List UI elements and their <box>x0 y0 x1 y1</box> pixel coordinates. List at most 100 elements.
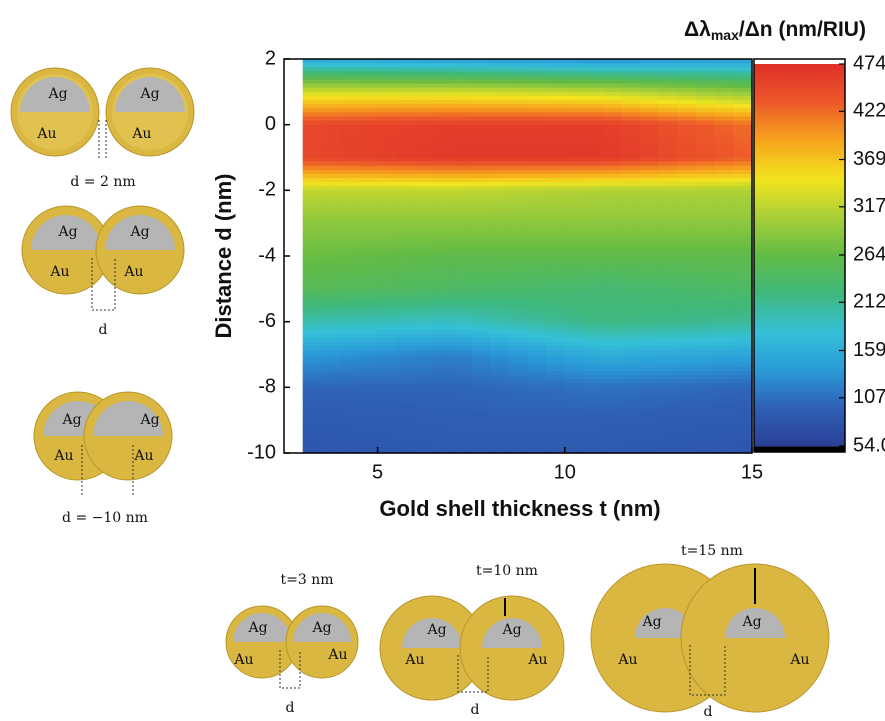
contour-cell <box>396 305 416 310</box>
contour-cell <box>396 71 416 77</box>
contour-cell <box>396 95 416 101</box>
contour-cell <box>733 436 753 442</box>
contour-cell <box>733 108 753 113</box>
contour-cell <box>358 411 379 417</box>
plot: 51015-10-8-6-4-20254.0107159212264317369… <box>247 47 885 483</box>
contour-cell <box>602 411 622 417</box>
contour-cell <box>564 247 585 253</box>
contour-cell <box>415 210 435 216</box>
contour-cell <box>415 104 435 109</box>
contour-cell <box>733 128 753 134</box>
contour-cell <box>340 448 360 454</box>
contour-cell <box>583 416 603 421</box>
contour-cell <box>471 165 491 171</box>
contour-cell <box>583 219 603 224</box>
contour-cell <box>527 194 547 200</box>
contour-cell <box>602 403 622 409</box>
contour-cell <box>377 186 397 191</box>
contour-cell <box>602 219 622 224</box>
contour-cell <box>377 243 397 249</box>
contour-cell <box>396 407 416 413</box>
colorbar-segment <box>754 407 845 412</box>
contour-cell <box>302 153 323 159</box>
contour-cell <box>639 432 659 438</box>
contour-cell <box>639 190 659 196</box>
contour-cell <box>527 198 547 204</box>
contour-cell <box>471 169 491 175</box>
contour-cell <box>564 411 585 417</box>
colorbar-segment <box>754 210 845 215</box>
contour-cell <box>433 239 454 245</box>
contour-cell <box>695 173 716 179</box>
contour-cell <box>602 424 622 429</box>
contour-cell <box>714 153 734 159</box>
contour-cell <box>358 362 379 368</box>
contour-cell <box>583 128 603 134</box>
contour-cell <box>639 342 659 347</box>
contour-cell <box>358 383 379 388</box>
contour-cell <box>583 178 603 183</box>
contour-cell <box>415 416 435 421</box>
contour-cell <box>714 235 734 241</box>
contour-cell <box>620 124 641 130</box>
contour-cell <box>358 219 379 224</box>
contour-cell <box>583 375 603 380</box>
contour-cell <box>733 280 753 286</box>
contour-cell <box>396 83 416 89</box>
contour-cell <box>452 104 472 109</box>
contour-cell <box>452 395 472 401</box>
contour-cell <box>358 112 379 118</box>
contour-cell <box>415 440 435 446</box>
contour-cell <box>714 116 734 122</box>
contour-cell <box>377 239 397 245</box>
contour-cell <box>695 325 716 331</box>
contour-cell <box>620 309 641 315</box>
contour-cell <box>620 444 641 450</box>
contour-cell <box>415 264 435 269</box>
contour-cell <box>508 362 528 368</box>
contour-cell <box>377 309 397 315</box>
contour-cell <box>377 231 397 237</box>
contour-cell <box>358 165 379 171</box>
contour-cell <box>546 366 566 372</box>
contour-cell <box>302 346 323 351</box>
contour-cell <box>377 161 397 167</box>
contour-cell <box>452 436 472 442</box>
contour-cell <box>546 329 566 335</box>
contour-cell <box>677 399 697 405</box>
contour-cell <box>321 313 341 319</box>
contour-cell <box>396 206 416 212</box>
contour-cell <box>433 362 454 368</box>
caption: d <box>471 702 480 718</box>
contour-cell <box>658 288 678 294</box>
contour-cell <box>695 366 716 372</box>
contour-cell <box>602 91 622 97</box>
contour-cell <box>733 145 753 150</box>
contour-cell <box>471 432 491 438</box>
contour-cell <box>546 292 566 298</box>
contour-cell <box>546 313 566 319</box>
contour-cell <box>433 145 454 150</box>
contour-cell <box>471 288 491 294</box>
contour-cell <box>396 280 416 286</box>
colorbar-segment <box>754 391 845 396</box>
contour-cell <box>546 280 566 286</box>
contour-cell <box>677 432 697 438</box>
contour-cell <box>658 440 678 446</box>
contour-cell <box>508 210 528 216</box>
contour-cell <box>620 268 641 274</box>
contour-cell <box>620 260 641 265</box>
contour-cell <box>340 153 360 159</box>
contour-cell <box>564 87 585 93</box>
contour-cell <box>546 161 566 167</box>
contour-cell <box>602 264 622 269</box>
contour-cell <box>714 71 734 77</box>
contour-cell <box>527 399 547 405</box>
contour-cell <box>377 416 397 421</box>
contour-cell <box>340 83 360 89</box>
contour-cell <box>358 395 379 401</box>
contour-cell <box>546 243 566 249</box>
contour-cell <box>377 399 397 405</box>
contour-cell <box>471 132 491 138</box>
contour-cell <box>321 354 341 360</box>
